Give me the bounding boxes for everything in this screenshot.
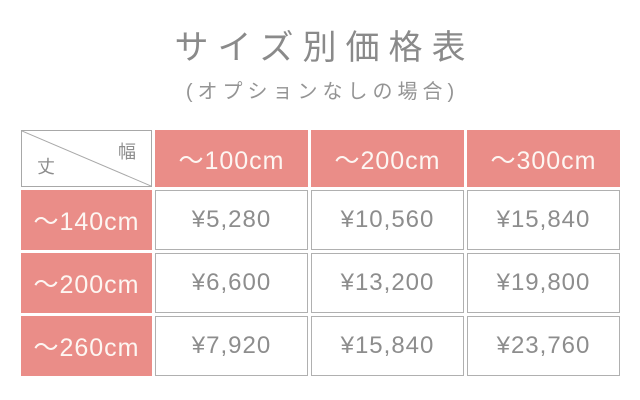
price-cell-200-200: ¥13,200 (311, 253, 464, 313)
price-cell-140-300: ¥15,840 (467, 190, 620, 250)
price-cell-260-100: ¥7,920 (155, 316, 308, 376)
diagonal-divider-line (22, 131, 151, 186)
price-cell-200-100: ¥6,600 (155, 253, 308, 313)
row-header-200cm: 〜200cm (21, 253, 152, 313)
price-cell-260-300: ¥23,760 (467, 316, 620, 376)
price-cell-140-100: ¥5,280 (155, 190, 308, 250)
height-axis-label: 丈 (37, 157, 55, 177)
width-axis-label: 幅 (118, 142, 136, 162)
row-header-260cm: 〜260cm (21, 316, 152, 376)
price-cell-200-300: ¥19,800 (467, 253, 620, 313)
price-table: 幅 丈 〜100cm 〜200cm 〜300cm 〜140cm ¥5,280 ¥… (21, 130, 620, 376)
column-header-100cm: 〜100cm (155, 130, 308, 187)
column-header-300cm: 〜300cm (467, 130, 620, 187)
page-title: サイズ別価格表 (174, 29, 475, 67)
corner-cell: 幅 丈 (21, 130, 152, 187)
price-cell-260-200: ¥15,840 (311, 316, 464, 376)
page-subtitle: (オプションなしの場合) (185, 81, 460, 103)
price-cell-140-200: ¥10,560 (311, 190, 464, 250)
row-header-140cm: 〜140cm (21, 190, 152, 250)
column-header-200cm: 〜200cm (311, 130, 464, 187)
